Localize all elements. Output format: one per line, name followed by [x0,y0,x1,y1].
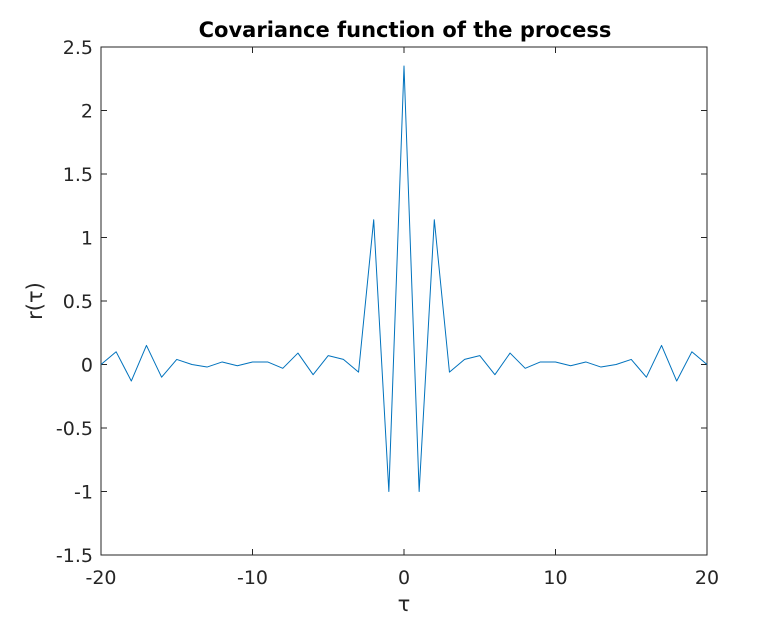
y-tick-label: -0.5 [56,418,93,440]
x-tick-label: 20 [695,567,719,589]
y-tick-label: 1.5 [63,164,93,186]
x-axis-label: τ [398,592,411,616]
y-tick-label: 0 [81,355,93,377]
y-tick-label: 1 [81,228,93,250]
y-tick-label: 2 [81,101,93,123]
x-tick-label: 0 [398,567,410,589]
plot-area [101,47,707,555]
y-tick-label: -1 [74,482,93,504]
y-axis-label: r(τ) [23,282,47,320]
y-tick-label: 0.5 [63,291,93,313]
axes-box [100,46,708,556]
x-tick-label: -20 [85,567,116,589]
y-tick-label: 2.5 [63,37,93,59]
chart-title: Covariance function of the process [199,18,612,42]
tick-labels-layer: -20 -10 0 10 20 2.5 2 1.5 1 0.5 0 -0.5 -1 -1.5 [56,37,719,589]
x-tick-label: 10 [543,567,567,589]
x-tick-label: -10 [237,567,268,589]
y-tick-label: -1.5 [56,545,93,567]
covariance-series-line [100,65,708,492]
